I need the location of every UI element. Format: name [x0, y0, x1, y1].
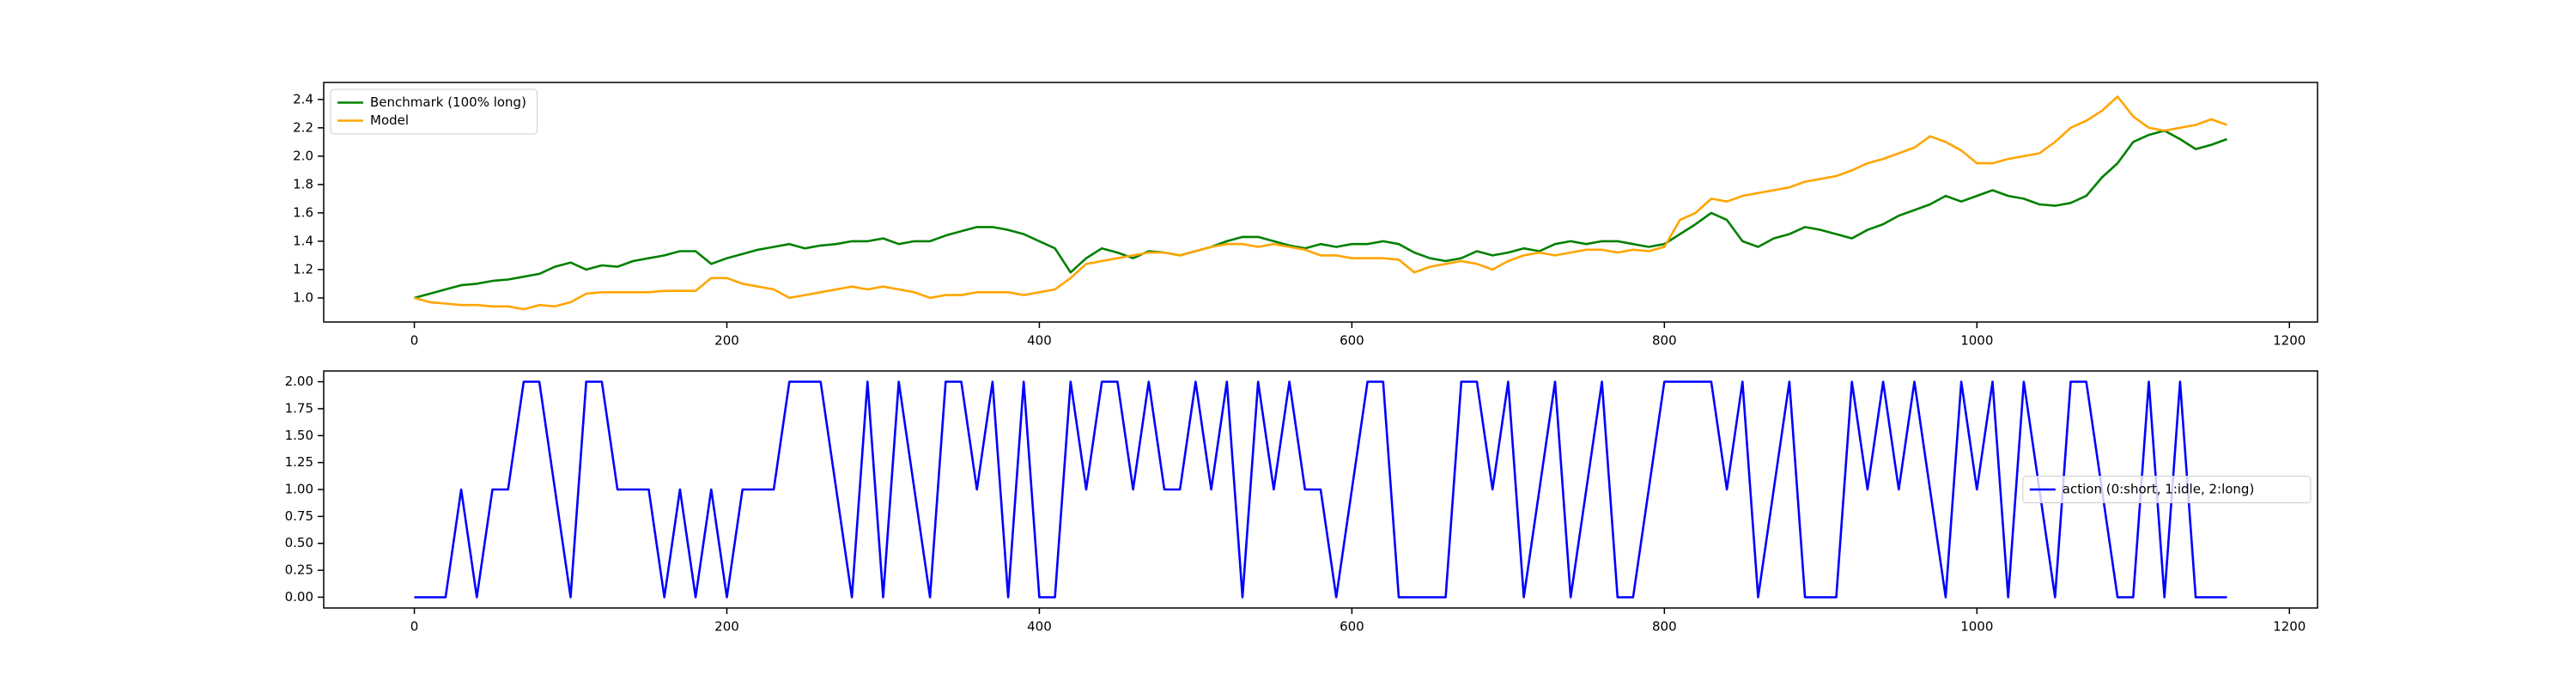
plot-area: [324, 82, 2318, 322]
y-tick-label: 2.00: [285, 374, 313, 389]
y-tick-label: 2.4: [293, 91, 313, 106]
y-tick-label: 0.75: [285, 508, 313, 524]
y-tick-label: 1.6: [293, 204, 313, 220]
x-tick-label: 1200: [2273, 333, 2306, 349]
x-tick-label: 200: [714, 333, 739, 349]
x-tick-label: 400: [1027, 333, 1052, 349]
x-tick-label: 800: [1652, 333, 1677, 349]
y-tick-label: 2.0: [293, 148, 313, 163]
x-tick-label: 200: [714, 619, 739, 635]
legend-label: Model: [370, 112, 409, 128]
data-line: [414, 380, 2227, 599]
x-tick-label: 0: [410, 619, 419, 635]
x-tick-label: 0: [410, 333, 419, 349]
legend-box: [2022, 476, 2312, 503]
y-tick-label: 0.00: [285, 589, 313, 605]
x-tick-label: 600: [1340, 333, 1364, 349]
x-tick-label: 1000: [1960, 619, 1993, 635]
x-tick-label: 400: [1027, 619, 1052, 635]
data-line: [414, 95, 2227, 311]
x-tick-label: 1200: [2273, 619, 2306, 635]
y-tick-label: 1.25: [285, 454, 313, 470]
axes-frame: [323, 370, 2318, 609]
x-tick-label: 600: [1340, 619, 1364, 635]
y-tick-label: 0.50: [285, 535, 313, 550]
data-line: [414, 129, 2227, 300]
x-tick-label: 800: [1652, 619, 1677, 635]
y-tick-label: 1.00: [285, 482, 313, 497]
y-tick-label: 1.50: [285, 428, 313, 443]
axes-frame: [323, 82, 2318, 323]
y-tick-label: 1.0: [293, 289, 313, 305]
y-tick-label: 1.75: [285, 400, 313, 416]
y-tick-label: 0.25: [285, 562, 313, 578]
legend-box: [330, 88, 538, 135]
y-tick-label: 1.8: [293, 176, 313, 192]
y-tick-label: 1.4: [293, 233, 313, 248]
legend-label: action (0:short, 1:idle, 2:long): [2063, 482, 2255, 497]
legend-label: Benchmark (100% long): [370, 94, 526, 110]
y-tick-label: 2.2: [293, 119, 313, 135]
x-tick-label: 1000: [1960, 333, 1993, 349]
y-tick-label: 1.2: [293, 261, 313, 277]
